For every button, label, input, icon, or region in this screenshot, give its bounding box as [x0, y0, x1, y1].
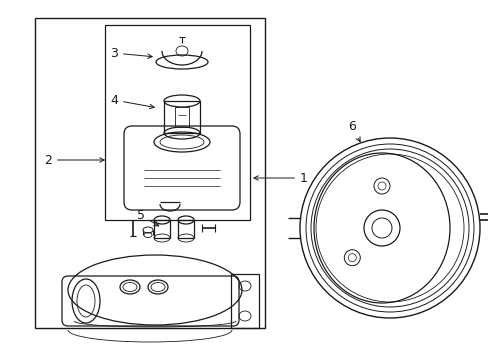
- Text: 6: 6: [347, 120, 360, 141]
- Text: 2: 2: [44, 153, 104, 166]
- Bar: [154, 220, 170, 238]
- Bar: [230, 274, 259, 328]
- Text: 3: 3: [110, 46, 152, 59]
- Bar: [35, 18, 264, 328]
- Bar: [175, 107, 189, 127]
- Bar: [178, 220, 194, 238]
- Text: 4: 4: [110, 94, 154, 109]
- Bar: [105, 25, 249, 220]
- Text: 1: 1: [253, 171, 307, 185]
- Bar: [163, 101, 200, 133]
- Text: 5: 5: [137, 208, 159, 226]
